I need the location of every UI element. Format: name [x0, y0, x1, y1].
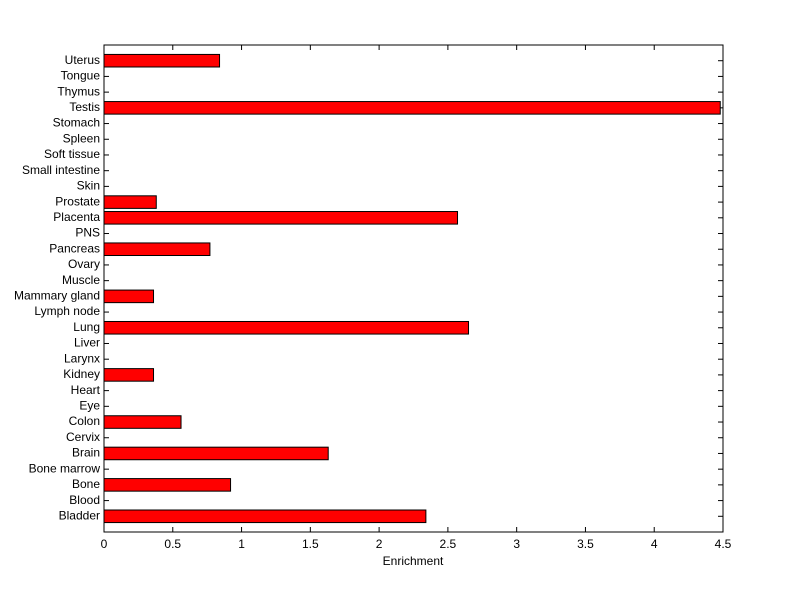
- y-tick-label: Soft tissue: [44, 147, 100, 161]
- bar: [103, 446, 329, 461]
- y-tick-label: Uterus: [65, 53, 100, 67]
- y-tick-label: PNS: [75, 226, 100, 240]
- y-tick-label: Lymph node: [34, 304, 100, 318]
- x-tick-label: 2.5: [440, 537, 457, 551]
- bar: [103, 368, 155, 382]
- bar: [103, 289, 155, 304]
- y-tick-label: Skin: [77, 179, 100, 193]
- bar: [103, 478, 232, 492]
- y-tick-label: Kidney: [63, 367, 100, 381]
- bar: [103, 415, 182, 429]
- y-tick-label: Muscle: [62, 273, 100, 287]
- y-tick-label: Blood: [69, 493, 100, 507]
- bar: [103, 242, 211, 257]
- y-tick-label: Thymus: [57, 84, 100, 98]
- y-tick-label: Prostate: [55, 194, 100, 208]
- x-tick-label: 1.5: [302, 537, 319, 551]
- x-tick-label: 3: [513, 537, 520, 551]
- y-tick-label: Bone marrow: [29, 461, 101, 475]
- y-tick-label: Tongue: [61, 69, 101, 83]
- bar: [103, 195, 157, 209]
- y-tick-label: Liver: [74, 336, 100, 350]
- axes-box: [103, 44, 724, 533]
- y-tick-label: Spleen: [63, 131, 100, 145]
- y-tick-label: Brain: [72, 446, 100, 460]
- x-tick-label: 1: [238, 537, 245, 551]
- bar: [103, 101, 721, 115]
- x-tick-label: 0.5: [164, 537, 181, 551]
- x-tick-label: 0: [101, 537, 108, 551]
- x-axis-label: Enrichment: [383, 554, 444, 568]
- y-tick-label: Cervix: [66, 430, 100, 444]
- y-tick-label: Testis: [69, 100, 100, 114]
- bar: [103, 53, 221, 68]
- x-tick-label: 3.5: [577, 537, 594, 551]
- y-tick-label: Heart: [71, 383, 101, 397]
- y-tick-label: Lung: [73, 320, 100, 334]
- x-tick-label: 2: [376, 537, 383, 551]
- y-tick-label: Small intestine: [22, 163, 100, 177]
- y-tick-label: Colon: [69, 414, 100, 428]
- y-tick-label: Eye: [79, 398, 100, 412]
- x-tick-label: 4.5: [715, 537, 732, 551]
- x-tick-label: 4: [651, 537, 658, 551]
- bar: [103, 509, 427, 524]
- bar: [103, 211, 459, 225]
- y-tick-label: Mammary gland: [14, 289, 100, 303]
- bar: [103, 320, 470, 335]
- y-tick-label: Bladder: [59, 508, 100, 522]
- y-tick-label: Placenta: [53, 210, 100, 224]
- y-tick-label: Bone: [72, 477, 100, 491]
- y-tick-label: Stomach: [53, 116, 100, 130]
- y-tick-label: Pancreas: [49, 241, 100, 255]
- y-tick-label: Larynx: [64, 351, 100, 365]
- y-tick-label: Ovary: [68, 257, 100, 271]
